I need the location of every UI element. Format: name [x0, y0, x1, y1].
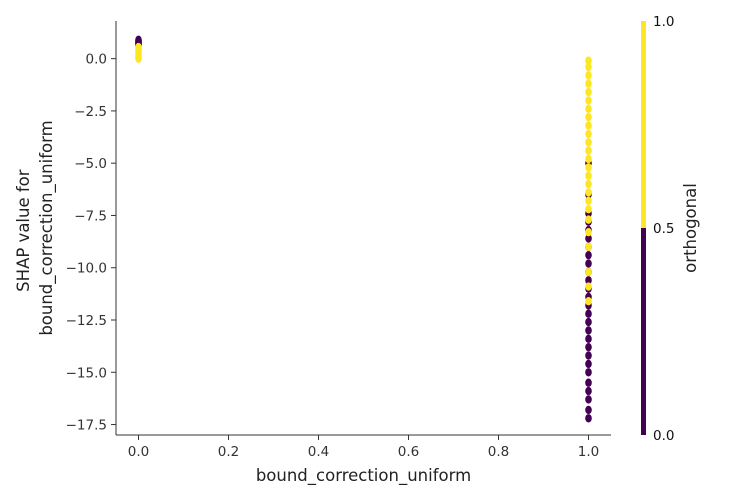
x-tick-label: 0.2 — [218, 444, 239, 460]
point-orthogonal-1 — [585, 188, 592, 197]
y-tick-label: −7.5 — [74, 208, 107, 224]
x-tick-label: 0.6 — [398, 444, 419, 460]
colorbar: 0.0 0.5 1.0 orthogonal — [641, 14, 700, 444]
colorbar-segment-high — [641, 21, 646, 228]
colorbar-tick-label: 0.5 — [653, 221, 674, 237]
point-orthogonal-1 — [585, 242, 592, 252]
point-orthogonal-1 — [585, 171, 592, 180]
point-orthogonal-0 — [585, 395, 592, 404]
point-orthogonal-1 — [585, 227, 592, 237]
y-tick-label: −17.5 — [66, 418, 107, 434]
point-orthogonal-1 — [585, 163, 592, 172]
point-orthogonal-1 — [135, 54, 142, 63]
x-axis-ticks: 0.0 0.2 0.4 0.6 0.8 1.0 — [128, 435, 599, 460]
point-orthogonal-0 — [585, 309, 592, 318]
colorbar-tick-label: 0.0 — [653, 428, 674, 444]
point-orthogonal-1 — [585, 296, 592, 306]
x-tick-label: 0.8 — [488, 444, 509, 460]
y-axis-label-line-1: SHAP value for — [14, 169, 33, 292]
point-orthogonal-1 — [585, 87, 592, 97]
point-orthogonal-0 — [585, 414, 592, 423]
point-orthogonal-0 — [585, 250, 592, 260]
point-orthogonal-0 — [585, 386, 592, 396]
point-orthogonal-0 — [585, 334, 592, 344]
point-orthogonal-0 — [585, 368, 592, 377]
point-orthogonal-1 — [585, 204, 592, 214]
point-orthogonal-1 — [585, 56, 592, 65]
axes — [115, 21, 611, 436]
colorbar-ticks: 0.0 0.5 1.0 — [653, 14, 674, 444]
point-orthogonal-1 — [585, 215, 592, 224]
point-orthogonal-1 — [585, 104, 592, 114]
point-orthogonal-0 — [585, 276, 592, 285]
y-axis-label: SHAP value for bound_correction_uniform — [14, 120, 57, 335]
point-orthogonal-0 — [585, 351, 592, 360]
point-orthogonal-1 — [585, 96, 592, 105]
point-orthogonal-1 — [585, 146, 592, 155]
point-orthogonal-1 — [585, 112, 592, 122]
x-axis-label: bound_correction_uniform — [256, 466, 471, 486]
x-tick-label: 1.0 — [578, 444, 599, 460]
point-orthogonal-0 — [585, 342, 592, 352]
point-orthogonal-0 — [585, 259, 592, 268]
point-orthogonal-0 — [585, 317, 592, 327]
point-orthogonal-0 — [585, 234, 592, 243]
point-orthogonal-1 — [585, 62, 592, 72]
data-points — [135, 35, 592, 423]
point-orthogonal-1 — [585, 267, 592, 277]
y-axis-label-line-2: bound_correction_uniform — [37, 120, 57, 335]
point-orthogonal-1 — [585, 129, 592, 139]
point-orthogonal-0 — [585, 359, 592, 369]
point-orthogonal-1 — [585, 196, 592, 206]
x-tick-label: 0.0 — [128, 444, 149, 460]
point-orthogonal-1 — [585, 138, 592, 147]
y-tick-label: −15.0 — [66, 365, 107, 381]
y-tick-label: −10.0 — [66, 261, 107, 277]
point-orthogonal-0 — [585, 378, 592, 387]
y-axis-ticks: 0.0 −2.5 −5.0 −7.5 −10.0 −12.5 −15.0 −17.5 — [66, 52, 116, 434]
point-orthogonal-0 — [585, 405, 592, 415]
point-orthogonal-1 — [585, 71, 592, 80]
point-orthogonal-1 — [585, 179, 592, 189]
point-orthogonal-0 — [585, 326, 592, 335]
point-orthogonal-1 — [585, 154, 592, 164]
point-orthogonal-1 — [585, 121, 592, 130]
colorbar-label: orthogonal — [681, 183, 700, 273]
point-orthogonal-1 — [585, 79, 592, 88]
y-tick-label: 0.0 — [86, 52, 107, 68]
colorbar-segment-low — [641, 228, 646, 435]
y-tick-label: −12.5 — [66, 313, 107, 329]
point-orthogonal-1 — [585, 282, 592, 291]
y-tick-label: −5.0 — [74, 156, 107, 172]
x-tick-label: 0.4 — [308, 444, 329, 460]
y-tick-label: −2.5 — [74, 104, 107, 120]
colorbar-tick-label: 1.0 — [653, 14, 674, 30]
